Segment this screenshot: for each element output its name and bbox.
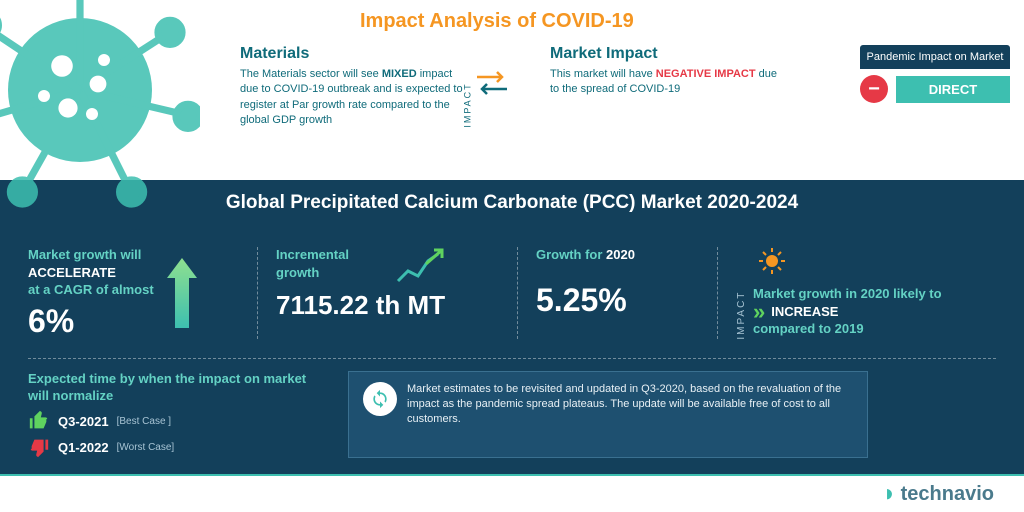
materials-box: Materials The Materials sector will see … — [240, 45, 470, 129]
growth-2020-cell: Growth for 2020 5.25% — [518, 242, 718, 344]
estimate-box: Market estimates to be revisited and upd… — [348, 371, 868, 459]
growth-2020-heading: Growth for 2020 — [536, 246, 700, 264]
materials-heading: Materials — [240, 45, 470, 63]
worst-case-line: Q1-2022 [Worst Case] — [28, 436, 328, 458]
bidirectional-arrows-icon — [472, 63, 512, 103]
impact-analysis-title: Impact Analysis of COVID-19 — [360, 10, 1020, 33]
cagr-value: 6% — [28, 303, 154, 340]
market-impact-heading: Market Impact — [550, 45, 780, 63]
up-arrow-icon — [162, 253, 202, 333]
top-section: Impact Analysis of COVID-19 Materials Th… — [0, 0, 1024, 180]
cagr-text: Market growth will ACCELERATE at a CAGR … — [28, 246, 154, 299]
incremental-heading: Incremental growth — [276, 246, 386, 281]
minus-icon: − — [860, 75, 888, 103]
impact-2020-text: Market growth in 2020 likely to »INCREAS… — [753, 285, 942, 338]
incremental-cell: Incremental growth 7115.22 th MT — [258, 242, 518, 344]
logo-text: technavio — [901, 483, 994, 506]
technavio-logo: ◗ technavio — [882, 480, 994, 508]
double-chevron-icon: » — [753, 304, 765, 319]
stats-row: Market growth will ACCELERATE at a CAGR … — [28, 242, 996, 359]
stats-section: Market growth will ACCELERATE at a CAGR … — [0, 226, 1024, 474]
best-case-line: Q3-2021 [Best Case ] — [28, 410, 328, 432]
logo-arc-icon: ◗ — [882, 480, 897, 508]
estimate-text: Market estimates to be revisited and upd… — [407, 382, 853, 428]
thumbs-up-icon — [28, 410, 50, 432]
refresh-icon — [363, 382, 397, 416]
incremental-value: 7115.22 th MT — [276, 290, 500, 321]
top-content: Impact Analysis of COVID-19 Materials Th… — [240, 0, 1020, 180]
normalize-box: Expected time by when the impact on mark… — [28, 371, 328, 459]
growth-chart-icon — [396, 246, 446, 286]
main-title: Global Precipitated Calcium Carbonate (P… — [226, 192, 798, 214]
virus-icon — [0, 0, 200, 210]
market-impact-text: This market will have NEGATIVE IMPACT du… — [550, 67, 780, 98]
sun-icon — [757, 246, 787, 276]
cagr-cell: Market growth will ACCELERATE at a CAGR … — [28, 242, 258, 344]
growth-2020-value: 5.25% — [536, 282, 700, 319]
direct-tag: DIRECT — [896, 76, 1010, 103]
normalize-heading: Expected time by when the impact on mark… — [28, 371, 328, 405]
impact-2020-cell: IMPACT Market growth in 2020 likely to — [718, 242, 978, 344]
market-impact-box: Market Impact This market will have NEGA… — [550, 45, 780, 129]
pandemic-impact-box: Pandemic Impact on Market − DIRECT — [860, 45, 1010, 103]
impact-vertical-label-2: IMPACT — [736, 246, 747, 340]
pandemic-header: Pandemic Impact on Market — [860, 45, 1010, 69]
materials-text: The Materials sector will see MIXED impa… — [240, 67, 470, 129]
footer: ◗ technavio — [0, 474, 1024, 512]
bottom-row: Expected time by when the impact on mark… — [28, 359, 996, 459]
thumbs-down-icon — [28, 436, 50, 458]
infographic-container: Impact Analysis of COVID-19 Materials Th… — [0, 0, 1024, 512]
